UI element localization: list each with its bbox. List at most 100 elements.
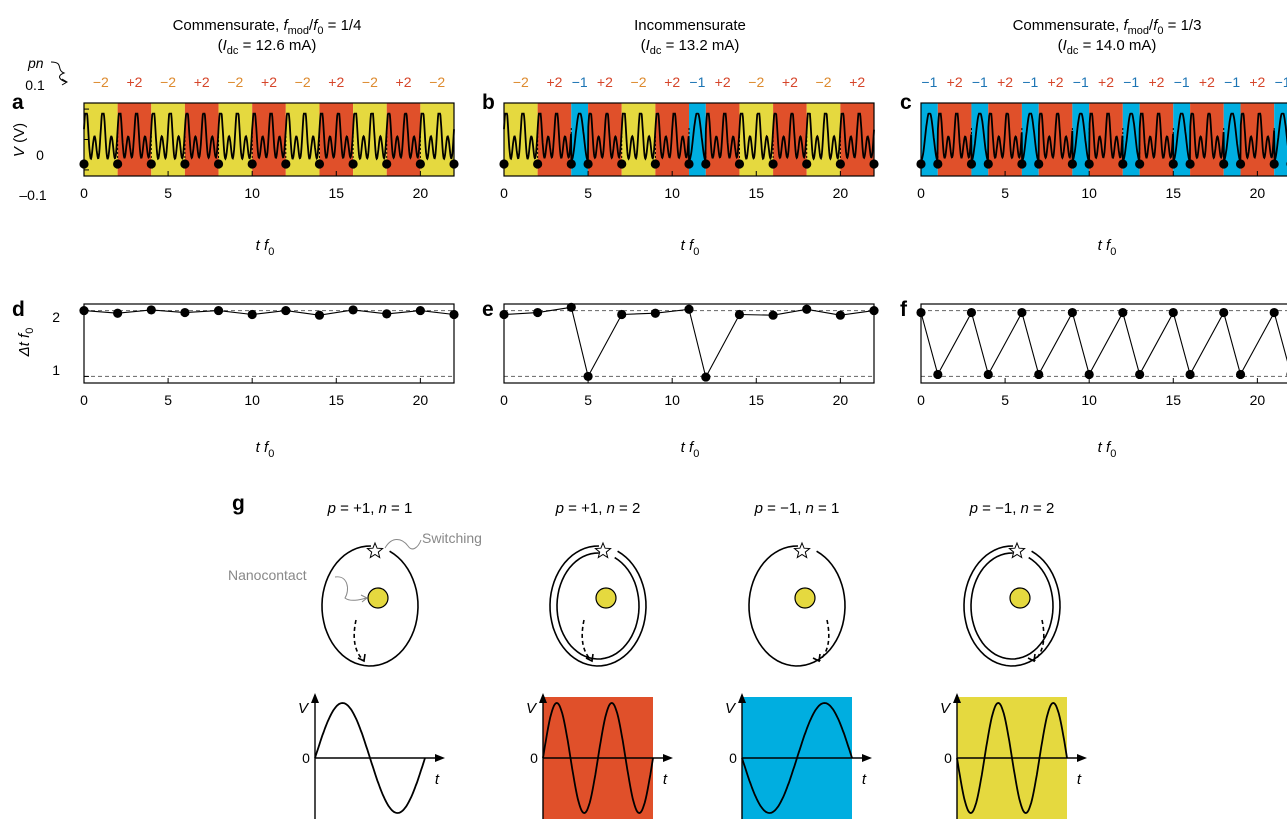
schematic-label-nval-3: = 2 [1029, 500, 1054, 517]
panel-label-e: e [482, 298, 494, 321]
interval-point-e-10 [802, 304, 812, 314]
switch-point-c-3 [983, 159, 993, 169]
xtick-label-b-0: 0 [500, 185, 508, 201]
xtick-label-f-1: 5 [1001, 392, 1009, 408]
orbit-3 [963, 545, 1061, 667]
panel-label-c: c [900, 91, 912, 114]
ylabel-d: Δt f0 [16, 328, 36, 358]
segment-label-a-9: +2 [396, 74, 412, 90]
switch-point-c-10 [1168, 159, 1178, 169]
segment-label-a-8: −2 [362, 74, 378, 90]
schematic-label-pval-0: = +1, [336, 500, 379, 517]
title-c-line1: Commensurate, fmod/f0 = 1/3 [1013, 17, 1202, 37]
segment-label-c-4: −1 [1022, 74, 1038, 90]
axes-frame-f [920, 303, 1287, 384]
segment-label-b-7: +2 [715, 74, 731, 90]
xtick-label-c-0: 0 [917, 185, 925, 201]
voltage-trace-panel-c: −1 +2 −1 +2 −1 +2 −1 +2 −1 +2 −1 +2 −1 +2 −1 0 5 10 15 20 [916, 74, 1287, 201]
interval-point-d-3 [180, 307, 190, 318]
segment-label-b-9: +2 [782, 74, 798, 90]
segment-label-a-6: −2 [295, 74, 311, 90]
switch-point-a-2 [146, 159, 156, 169]
voltage-trace-panel-a: −2 +2 −2 +2 −2 +2 −2 +2 −2 +2 −2 0 5 10 15 20 [79, 74, 459, 201]
title-a-line1: Commensurate, fmod/f0 = 1/4 [173, 17, 362, 37]
xtick-label-d-4: 20 [413, 392, 429, 408]
schematic-label-0: p = +1, n = 1 [327, 500, 413, 517]
segment-label-c-8: −1 [1123, 74, 1139, 90]
direction-arrow-1 [581, 619, 593, 662]
interval-point-d-8 [348, 305, 358, 315]
segment-label-b-4: −2 [631, 74, 647, 90]
xtick-label-e-1: 5 [584, 392, 592, 408]
segment-label-b-3: +2 [597, 74, 613, 90]
xtick-label-e-2: 10 [664, 392, 680, 408]
segment-label-a-1: +2 [126, 74, 142, 90]
ytick-a-bottom: –0.1 [19, 187, 46, 203]
title-b-line1: Incommensurate [634, 17, 746, 34]
direction-arrowhead-1 [585, 653, 594, 663]
axes-frame-b [503, 102, 875, 177]
pn-label: pn [27, 55, 44, 71]
waveform-vaxis-head-3 [953, 693, 961, 703]
switching-star-icon-2 [793, 541, 811, 559]
segment-c-10 [1173, 103, 1191, 176]
switch-point-c-9 [1135, 159, 1145, 169]
switch-point-b-10 [802, 159, 812, 169]
segment-b-6 [689, 103, 706, 176]
xtick-label-b-4: 20 [833, 185, 849, 201]
waveform-zero-0: 0 [302, 750, 310, 766]
schematic-label-nval-0: = 1 [387, 500, 412, 517]
switch-point-a-7 [314, 159, 325, 169]
interval-point-f-11 [1185, 369, 1195, 380]
xtick-label-c-2: 10 [1081, 185, 1097, 201]
interval-point-d-1 [113, 308, 123, 318]
switch-point-c-6 [1067, 159, 1077, 169]
segment-c-0 [921, 103, 938, 176]
schematic-label-n-0: n [379, 500, 387, 517]
interval-point-e-3 [583, 371, 593, 382]
interval-point-f-9 [1135, 369, 1145, 380]
panel-label-f: f [900, 298, 908, 321]
waveform-zero-2: 0 [729, 750, 737, 766]
xtick-label-d-0: 0 [80, 392, 88, 408]
waveform-taxis-head-1 [663, 754, 673, 762]
xtick-label-c-1: 5 [1001, 185, 1009, 201]
segment-label-c-10: −1 [1174, 74, 1190, 90]
segment-label-b-6: −1 [689, 74, 705, 90]
interval-point-e-6 [684, 304, 694, 314]
direction-arrow-3 [1033, 619, 1045, 662]
segment-label-c-3: +2 [997, 74, 1013, 90]
switch-point-b-5 [650, 159, 660, 169]
nanocontact-pointer-head [360, 594, 368, 603]
nanocontact-0 [367, 587, 389, 609]
xtick-label-a-1: 5 [164, 185, 172, 201]
schematic-label-n-1: n [607, 500, 615, 517]
switch-point-c-8 [1118, 159, 1128, 169]
xtick-label-f-0: 0 [917, 392, 925, 408]
xtick-label-a-0: 0 [80, 185, 88, 201]
interval-line-e [503, 306, 875, 379]
xtick-label-e-4: 20 [833, 392, 849, 408]
title-b: Incommensurate (Idc = 13.2 mA) [634, 17, 746, 57]
segment-label-c-14: −1 [1275, 74, 1287, 90]
waveform-vlabel-0: V [298, 700, 310, 717]
panel-label-b: b [482, 91, 495, 114]
interval-point-e-1 [533, 307, 543, 318]
interval-point-f-6 [1067, 307, 1077, 318]
segment-label-c-12: −1 [1224, 74, 1240, 90]
interval-point-f-14 [1269, 307, 1279, 318]
switch-point-c-5 [1034, 159, 1044, 169]
direction-arrowhead-0 [357, 653, 366, 663]
axes-frame-c [920, 102, 1287, 177]
xtick-label-d-1: 5 [164, 392, 172, 408]
segment-label-c-13: +2 [1249, 74, 1265, 90]
waveform-zero-3: 0 [944, 750, 952, 766]
waveform-taxis-head-2 [862, 754, 872, 762]
xtick-label-d-2: 10 [244, 392, 260, 408]
waveform-1 [542, 702, 654, 814]
voltage-trace-a [83, 112, 455, 161]
interval-point-f-5 [1034, 369, 1044, 380]
switching-star-icon-1 [594, 541, 612, 559]
title-b-line2: (Idc = 13.2 mA) [641, 37, 740, 57]
xlabel-a: t f0 [256, 237, 275, 258]
